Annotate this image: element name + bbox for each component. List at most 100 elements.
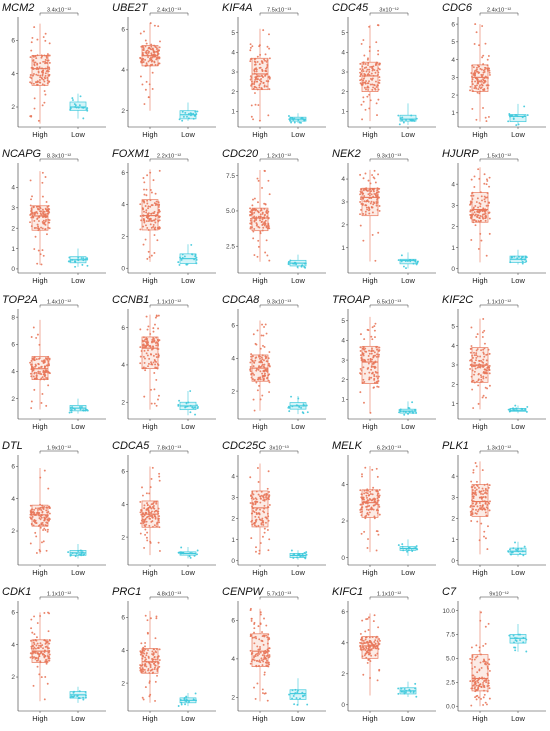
data-point: [412, 262, 415, 265]
data-point: [256, 652, 259, 655]
data-point: [376, 652, 379, 655]
data-point: [478, 217, 481, 219]
data-point: [478, 44, 480, 47]
data-point: [474, 491, 477, 494]
box-low: [178, 102, 199, 122]
data-point: [375, 80, 377, 83]
data-point: [512, 409, 515, 412]
data-point: [146, 354, 149, 357]
data-point: [44, 517, 47, 520]
data-point: [153, 227, 156, 230]
data-point: [476, 510, 479, 513]
data-point: [193, 554, 196, 557]
data-point: [488, 369, 491, 372]
data-point: [193, 258, 196, 261]
significance-bracket: [479, 158, 519, 162]
data-point: [267, 379, 270, 382]
data-point: [258, 79, 261, 81]
data-point: [265, 60, 268, 63]
data-point: [265, 85, 268, 88]
significance-bracket: [259, 304, 299, 308]
data-point: [263, 657, 266, 660]
data-point: [481, 331, 484, 334]
data-point: [82, 259, 85, 262]
data-point: [373, 367, 376, 370]
data-point: [249, 633, 252, 636]
jitter-points-low: [288, 688, 309, 706]
data-point: [34, 235, 37, 238]
data-point: [483, 342, 486, 345]
data-point: [367, 513, 370, 516]
data-point: [143, 649, 146, 652]
data-point: [369, 192, 371, 195]
data-point: [48, 653, 51, 656]
data-point: [476, 355, 479, 358]
data-point: [267, 357, 270, 360]
data-point: [142, 655, 145, 658]
data-point: [365, 494, 368, 497]
data-point: [374, 639, 377, 642]
data-point: [372, 647, 374, 650]
data-point: [157, 398, 159, 401]
data-point: [139, 56, 142, 59]
data-point: [488, 217, 491, 220]
data-point: [469, 85, 472, 88]
data-point: [158, 203, 161, 206]
data-point: [488, 366, 490, 369]
data-point: [150, 511, 152, 514]
jitter-points-low: [397, 682, 418, 698]
data-point: [520, 407, 523, 410]
p-value-label: 1.9x10⁻¹²: [47, 446, 71, 452]
data-point: [142, 336, 145, 339]
data-point: [362, 352, 365, 355]
data-point: [295, 697, 298, 700]
data-point: [145, 658, 147, 661]
data-point: [486, 548, 489, 551]
jitter-points-high: [359, 24, 381, 121]
data-point: [186, 699, 189, 702]
y-tick-label: 2: [451, 92, 455, 99]
data-point: [156, 56, 158, 59]
x-category-label-high: High: [32, 714, 47, 723]
data-point: [517, 255, 520, 258]
data-point: [362, 79, 365, 82]
data-point: [481, 361, 484, 363]
data-point: [144, 39, 147, 42]
data-point: [149, 666, 152, 669]
data-point: [158, 394, 160, 397]
data-point: [266, 227, 269, 230]
data-point: [367, 509, 370, 511]
data-point: [406, 260, 409, 262]
data-point: [362, 212, 365, 215]
data-point: [150, 388, 152, 391]
data-point: [480, 381, 482, 383]
data-point: [158, 521, 161, 524]
data-point: [41, 514, 43, 517]
data-point: [474, 367, 477, 370]
data-point: [481, 336, 484, 338]
data-point: [510, 256, 513, 259]
data-point: [363, 188, 365, 191]
data-point: [369, 83, 372, 86]
p-value-label: 9.3x10⁻¹³: [377, 154, 401, 160]
data-point: [145, 512, 148, 515]
data-point: [364, 466, 367, 469]
data-point: [143, 188, 145, 191]
data-point: [70, 411, 73, 414]
data-point: [36, 642, 39, 645]
data-point: [262, 520, 265, 522]
data-point: [30, 375, 33, 378]
data-point: [155, 617, 158, 620]
data-point: [481, 56, 484, 59]
y-tick-label: 1: [341, 245, 345, 252]
data-point: [257, 239, 260, 242]
data-point: [155, 500, 158, 503]
gene-title: NEK2: [332, 148, 361, 160]
gene-title: PLK1: [442, 440, 469, 452]
data-point: [303, 118, 306, 121]
jitter-points-low: [398, 401, 418, 416]
y-tick-label: 3: [11, 205, 15, 212]
data-point: [144, 64, 147, 67]
data-point: [249, 49, 252, 52]
data-point: [471, 388, 474, 391]
